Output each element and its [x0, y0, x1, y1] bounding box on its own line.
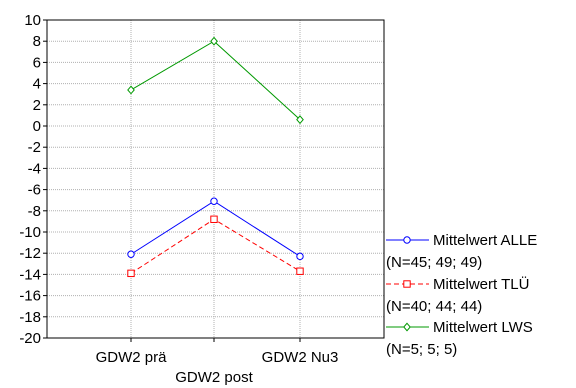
y-tick-label: 2 [33, 97, 41, 114]
series-line-lws [130, 40, 301, 121]
legend-label-tlue: Mittelwert TLÜ [433, 275, 529, 293]
legend-note-lws: (N=5; 5; 5) [386, 341, 457, 358]
x-tick-label-post: GDW2 post [175, 369, 253, 386]
series-line-alle [130, 200, 301, 257]
y-tick-label: -6 [28, 182, 41, 199]
x-axis: GDW2 prä GDW2 post GDW2 Nu3 [96, 349, 339, 386]
y-tick-label: -2 [28, 139, 41, 156]
y-tick-label: 6 [33, 54, 41, 71]
legend-symbol-lws [386, 322, 429, 332]
y-tick-label: -14 [19, 266, 41, 283]
legend-label-lws: Mittelwert LWS [433, 319, 533, 336]
y-tick-label: -20 [19, 330, 41, 347]
y-tick-label: 10 [24, 12, 41, 29]
data-point-lws [210, 36, 218, 46]
legend-marker [403, 280, 411, 288]
legend-note-tlue: (N=40; 44; 44) [386, 298, 482, 315]
y-tick-label: -12 [19, 245, 41, 262]
x-tick-label-pre: GDW2 prä [96, 349, 168, 366]
legend: Mittelwert ALLE (N=45; 49; 49) Mittelwer… [386, 232, 537, 358]
y-tick-label: -8 [28, 203, 41, 220]
data-point-tlue [127, 269, 135, 278]
data-point-tlue [296, 267, 304, 275]
plot-area [46, 19, 385, 339]
legend-marker [403, 322, 411, 332]
y-axis: 10 8 6 4 2 0 -2 -4 -6 -8 -10 -12 -14 -16 -18 -20 [19, 12, 301, 347]
legend-symbol-tlue [386, 280, 429, 288]
y-tick-label: -18 [19, 309, 41, 326]
data-point-alle [210, 197, 218, 205]
data-point-lws [127, 85, 135, 95]
x-tick-label-nu3: GDW2 Nu3 [262, 349, 339, 366]
legend-note-alle: (N=45; 49; 49) [386, 254, 482, 271]
legend-label-alle: Mittelwert ALLE [433, 232, 537, 249]
legend-marker [403, 236, 411, 244]
series-group [127, 36, 304, 278]
y-tick-label: -16 [19, 288, 41, 305]
series-line-tlue [130, 218, 301, 274]
data-point-alle [127, 250, 135, 258]
data-point-tlue [210, 215, 218, 223]
y-tick-label: -10 [19, 224, 41, 241]
legend-symbol-alle [386, 236, 429, 244]
y-tick-label: 0 [33, 118, 41, 135]
grid-lines [47, 20, 384, 338]
y-tick-label: -4 [28, 160, 41, 177]
y-tick-label: 4 [33, 76, 41, 93]
y-tick-label: 8 [33, 33, 41, 50]
data-point-lws [296, 115, 304, 125]
data-point-alle [296, 252, 304, 261]
